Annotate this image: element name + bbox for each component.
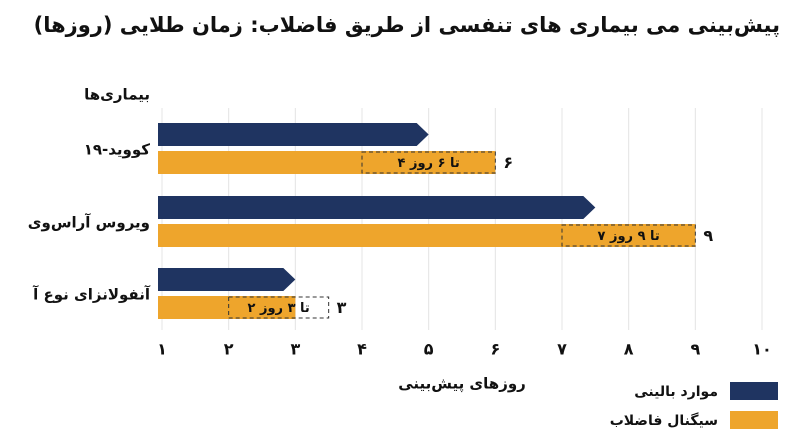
value-label: ۹ [703,226,713,245]
bar [158,151,496,174]
x-tick-label: ۷ [557,340,567,359]
x-tick-label: ۱۰ [752,340,772,359]
legend-label: موارد بالینی [634,384,718,400]
range-label: ۲ تا ۳ روز [248,301,310,316]
range-box [228,296,330,319]
x-tick-label: ۶ [490,340,500,359]
range-box [361,151,496,174]
value-label: ۶ [503,153,513,172]
bar [158,224,696,247]
y-axis-label: بیماری‌ها [84,86,150,104]
category-label: ویروس آراس‌وی [28,214,150,232]
range-label: ۴ تا ۶ روز [398,156,460,171]
range-label: ۷ تا ۹ روز [598,229,660,244]
x-tick-label: ۵ [424,340,434,359]
x-axis-label: روزهای پیش‌بینی [398,375,526,394]
x-tick-label: ۱ [157,340,167,359]
legend-swatch [730,411,778,429]
bar [158,123,429,146]
range-box [561,224,696,247]
bar [158,268,296,291]
x-tick-label: ۲ [224,340,234,359]
x-tick-label: ۹ [690,340,700,359]
chart-title: پیش‌بینی می بیماری های تنفسی از طریق فاض… [34,13,780,37]
x-tick-label: ۸ [624,340,634,359]
legend-swatch [730,382,778,400]
bar [158,196,596,219]
value-label: ۳ [337,298,347,317]
category-label: آنفولانزای نوع آ [32,286,151,304]
legend-label: سیگنال فاضلاب [610,412,718,429]
category-label: کووید-۱۹ [84,141,151,159]
x-tick-label: ۴ [357,340,367,359]
bar [158,296,296,319]
x-tick-label: ۳ [290,340,300,359]
